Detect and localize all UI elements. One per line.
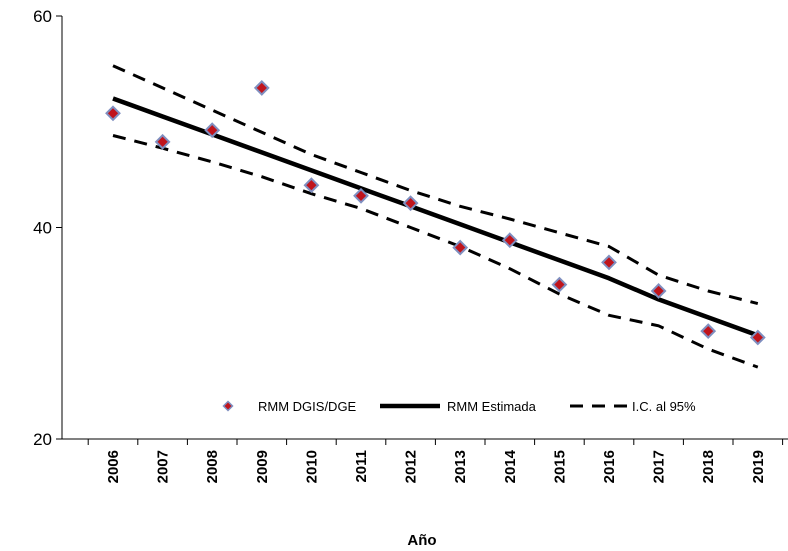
data-point-marker [154, 133, 171, 150]
x-tick-label: 2009 [254, 450, 271, 483]
confidence-interval-line [112, 64, 759, 306]
data-point-marker [253, 79, 270, 96]
x-tick-label: 2015 [551, 450, 568, 483]
x-axis-title: Año [407, 532, 436, 549]
plot-markers [105, 79, 766, 346]
y-tick-label: 20 [33, 430, 52, 449]
data-point-marker [551, 276, 568, 293]
data-point-marker [303, 177, 320, 194]
legend-label: RMM Estimada [447, 399, 537, 414]
data-point-marker [501, 232, 518, 249]
data-point-marker [601, 254, 617, 271]
data-point-marker [452, 239, 469, 256]
data-point-marker [204, 122, 221, 139]
x-tick-label: 2006 [105, 450, 122, 483]
data-point-marker [353, 187, 369, 204]
x-tick-label: 2019 [750, 450, 767, 483]
x-tick-label: 2011 [353, 450, 370, 483]
x-tick-label: 2017 [651, 450, 668, 483]
data-point-marker [650, 283, 667, 299]
data-point-marker [700, 323, 717, 340]
x-tick-label: 2007 [155, 450, 172, 483]
data-point-marker [105, 105, 121, 122]
x-tick-label: 2016 [601, 450, 618, 483]
legend-label: RMM DGIS/DGE [258, 399, 357, 414]
x-tick-label: 2014 [502, 449, 519, 483]
legend-label: I.C. al 95% [632, 399, 696, 414]
legend-marker-scatter [222, 400, 234, 412]
x-tick-label: 2008 [204, 450, 221, 483]
axes: 20 40 60 2006 2007 2008 2009 2010 2011 2012 2013 20… [33, 7, 788, 483]
x-tick-label: 2018 [700, 450, 717, 483]
y-tick-label: 60 [33, 7, 52, 26]
estimated-trend-line [112, 96, 759, 338]
x-tick-label: 2012 [403, 450, 420, 483]
legend: RMM DGIS/DGE RMM Estimada I.C. al 95% [222, 399, 696, 414]
data-point-marker [402, 195, 419, 212]
x-tick-label: 2013 [452, 450, 469, 483]
x-tick-label: 2010 [303, 450, 320, 483]
confidence-interval-line [112, 134, 759, 369]
y-tick-label: 40 [33, 219, 52, 238]
data-point-marker [749, 329, 766, 346]
plot-lines [112, 64, 759, 369]
